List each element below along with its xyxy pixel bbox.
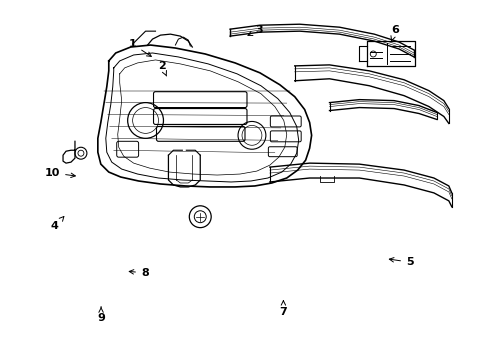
Text: 6: 6 — [390, 25, 398, 41]
Text: 3: 3 — [247, 25, 263, 35]
Text: 9: 9 — [97, 307, 105, 323]
Text: 7: 7 — [279, 301, 286, 317]
Text: 5: 5 — [388, 257, 413, 267]
Text: 1: 1 — [128, 39, 151, 57]
Text: 2: 2 — [158, 61, 166, 76]
Text: 10: 10 — [45, 168, 75, 178]
Text: 8: 8 — [129, 268, 148, 278]
Text: 4: 4 — [51, 216, 64, 231]
